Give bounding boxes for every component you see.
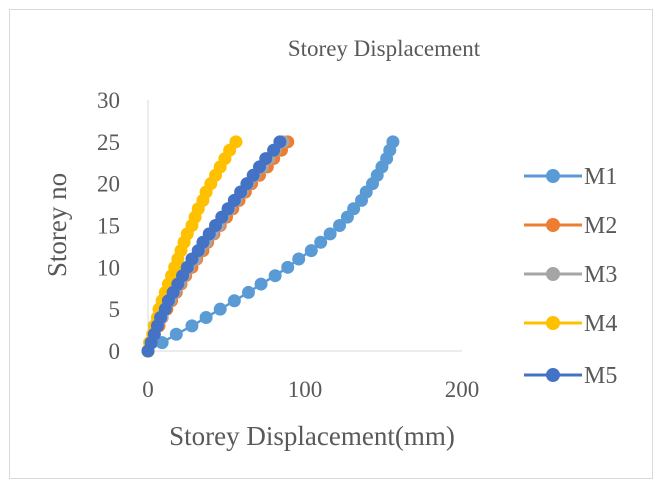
legend-marker bbox=[546, 368, 560, 382]
y-tick-label: 0 bbox=[109, 339, 121, 364]
data-point bbox=[386, 135, 400, 149]
x-tick-label: 100 bbox=[288, 377, 323, 402]
x-tick-label: 200 bbox=[445, 377, 480, 402]
legend-item-m1: M1 bbox=[524, 164, 617, 190]
legend-item-m3: M3 bbox=[524, 262, 617, 288]
legend-item-m4: M4 bbox=[524, 311, 617, 337]
data-point bbox=[169, 327, 183, 341]
legend-item-m5: M5 bbox=[524, 363, 617, 389]
data-point bbox=[199, 311, 213, 325]
x-tick-label: 0 bbox=[142, 377, 154, 402]
legend-label: M1 bbox=[584, 164, 617, 190]
y-tick-label: 30 bbox=[97, 88, 120, 113]
data-point bbox=[185, 319, 199, 333]
data-point bbox=[254, 277, 268, 291]
data-point bbox=[268, 269, 282, 283]
y-tick-label: 5 bbox=[109, 297, 121, 322]
legend-marker bbox=[546, 218, 560, 232]
legend: M1 M2 M3 M4 M5 bbox=[524, 164, 617, 389]
series-m1 bbox=[141, 135, 400, 358]
y-tick-label: 15 bbox=[97, 214, 120, 239]
data-point bbox=[323, 227, 337, 241]
legend-label: M4 bbox=[584, 311, 617, 337]
legend-marker bbox=[546, 169, 560, 183]
y-tick-labels: 0 5 10 15 20 25 30 bbox=[97, 88, 120, 364]
data-point bbox=[314, 235, 328, 249]
data-point bbox=[229, 135, 243, 149]
legend-label: M3 bbox=[584, 262, 617, 288]
x-axis-title: Storey Displacement(mm) bbox=[169, 421, 455, 451]
y-tick-label: 10 bbox=[97, 255, 120, 280]
data-point bbox=[292, 252, 306, 266]
data-point bbox=[213, 302, 227, 316]
legend-label: M5 bbox=[584, 363, 617, 389]
series-m5 bbox=[141, 135, 287, 358]
data-point bbox=[241, 285, 255, 299]
y-tick-label: 20 bbox=[97, 172, 120, 197]
data-point bbox=[155, 336, 169, 350]
legend-item-m2: M2 bbox=[524, 213, 617, 239]
y-tick-label: 25 bbox=[97, 130, 120, 155]
legend-marker bbox=[546, 267, 560, 281]
data-point bbox=[227, 294, 241, 308]
data-point bbox=[259, 152, 273, 166]
chart-title: Storey Displacement bbox=[288, 36, 481, 61]
y-axis-title: Storey no bbox=[42, 173, 72, 277]
data-point bbox=[304, 244, 318, 258]
data-point bbox=[281, 260, 295, 274]
x-tick-labels: 0 100 200 bbox=[142, 377, 479, 402]
data-point bbox=[347, 202, 361, 216]
plot-area bbox=[141, 135, 400, 358]
legend-marker bbox=[546, 316, 560, 330]
data-point bbox=[333, 219, 347, 232]
data-point bbox=[273, 135, 287, 149]
chart-frame bbox=[9, 9, 653, 479]
legend-label: M2 bbox=[584, 213, 617, 239]
